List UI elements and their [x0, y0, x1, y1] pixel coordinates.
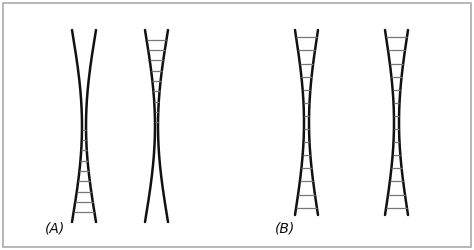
- Text: (A): (A): [45, 222, 65, 236]
- Text: (B): (B): [275, 222, 295, 236]
- FancyBboxPatch shape: [3, 3, 471, 247]
